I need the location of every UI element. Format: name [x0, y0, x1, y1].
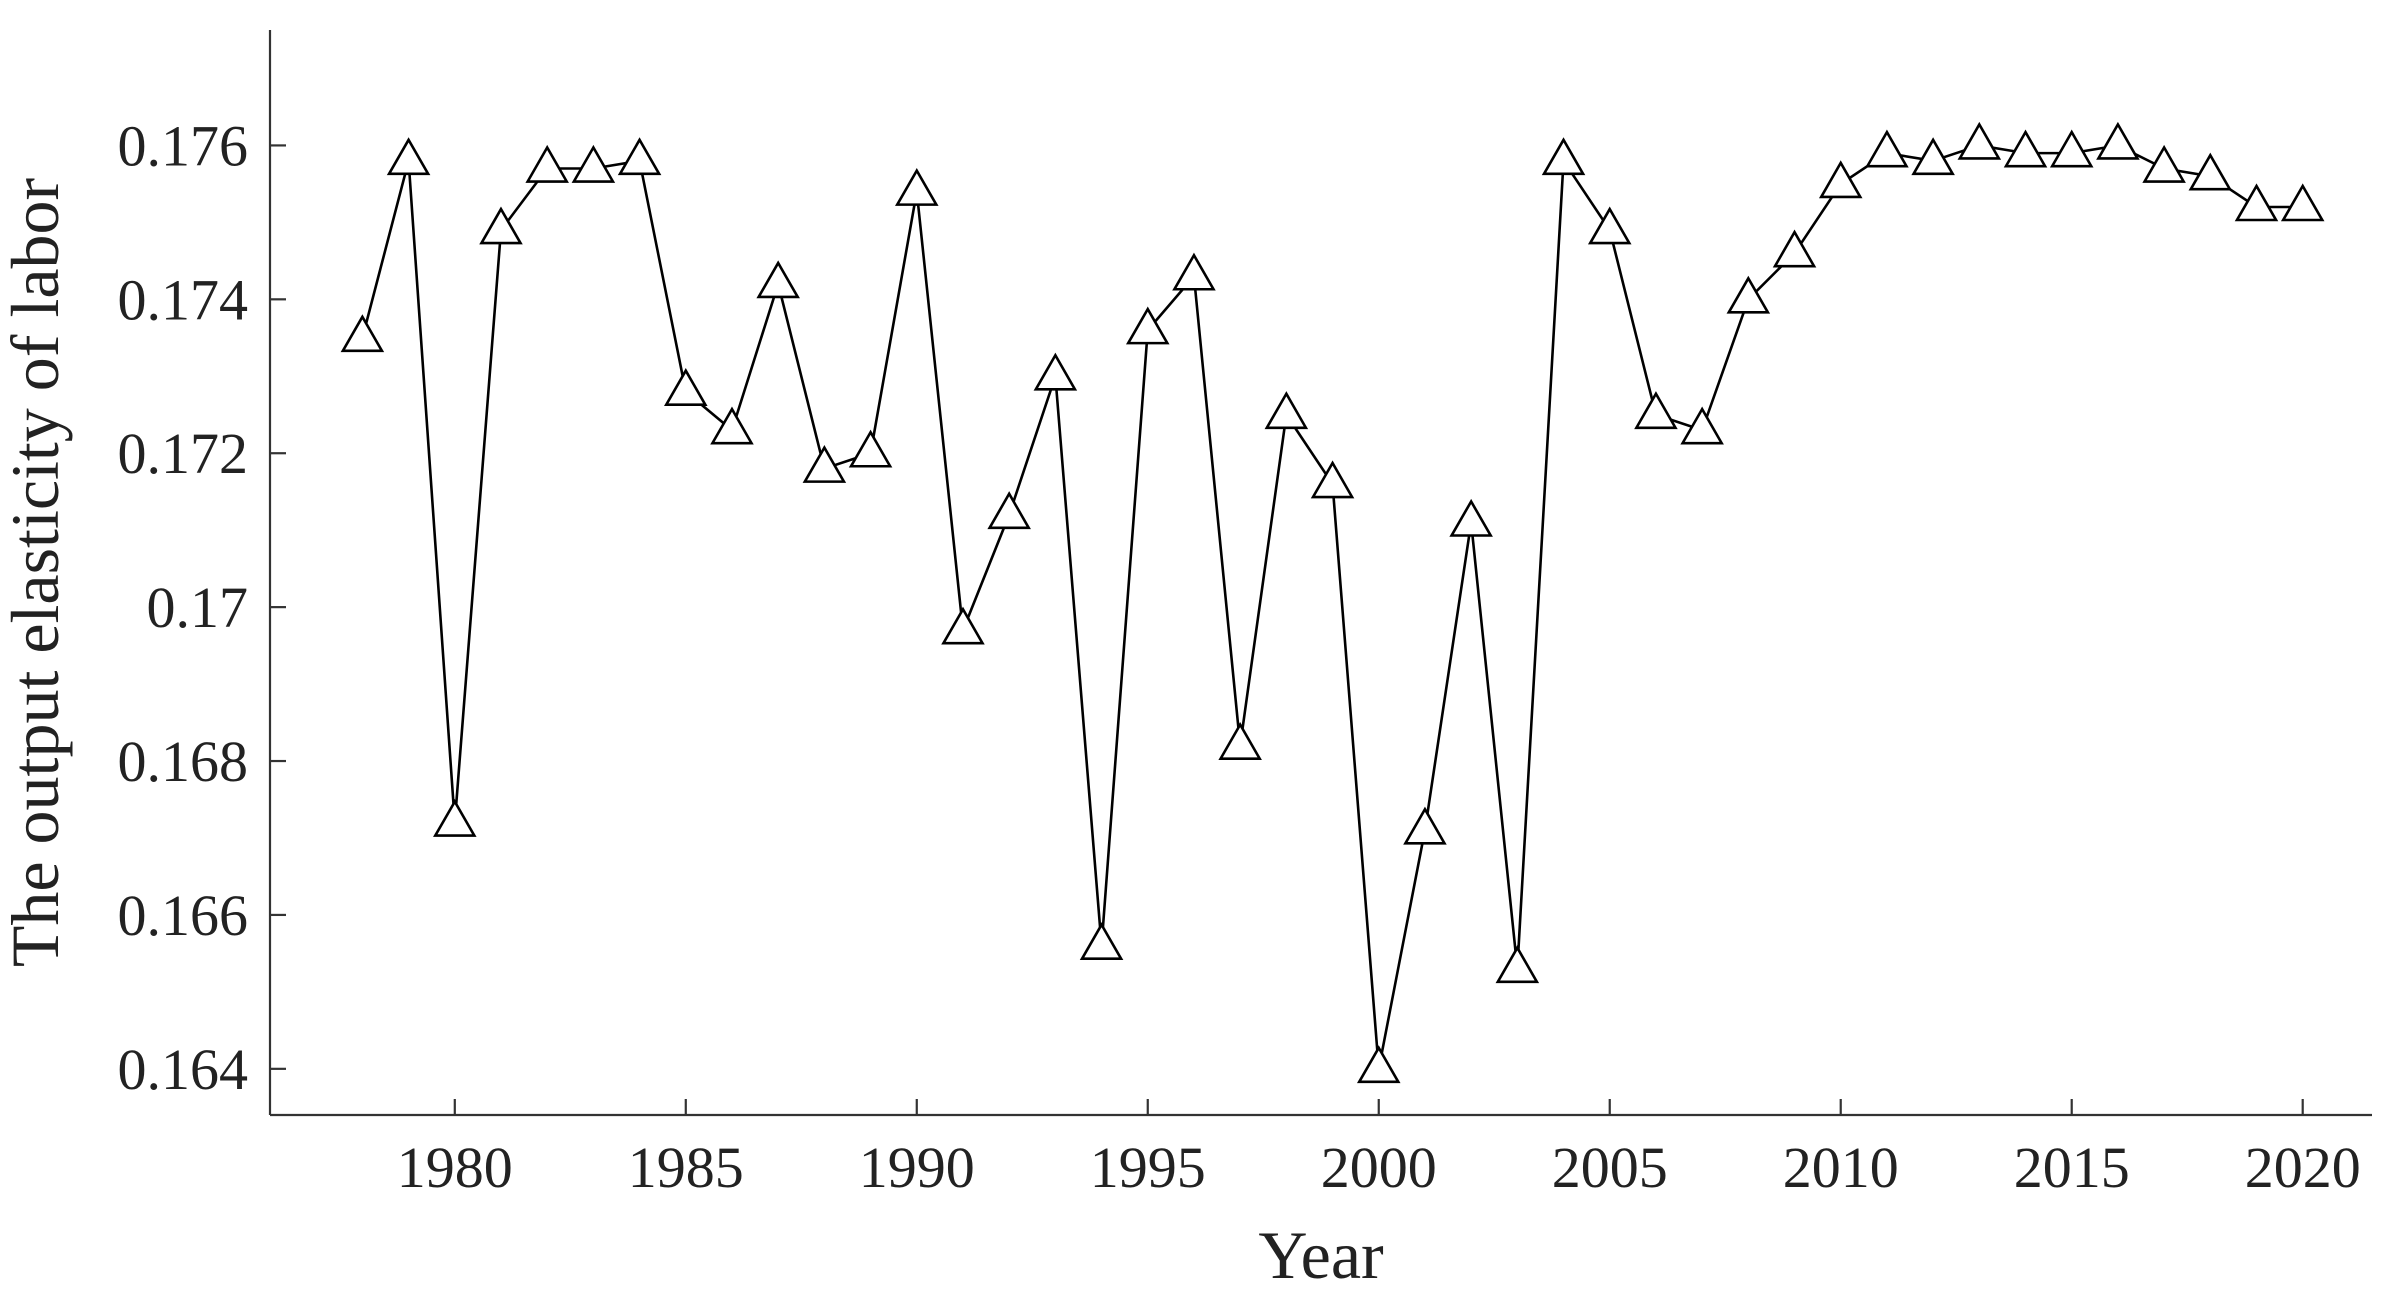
data-point-marker [1449, 498, 1493, 537]
data-point-marker [617, 137, 662, 176]
data-point-marker [1079, 922, 1124, 961]
data-point-marker [1680, 406, 1724, 445]
data-point-marker [1403, 806, 1447, 845]
x-tick-label: 1980 [397, 1135, 513, 1200]
data-point-marker [2280, 183, 2325, 222]
data-point-marker [894, 167, 939, 206]
data-point-marker [1772, 229, 1817, 268]
marker-layer [340, 121, 2325, 1084]
data-point-marker [2003, 129, 2048, 168]
data-point-marker [340, 314, 385, 353]
y-tick-label: 0.168 [118, 729, 249, 794]
y-tick-label: 0.174 [118, 267, 249, 332]
data-point-marker [2096, 121, 2140, 160]
data-point-marker [1125, 306, 1170, 345]
y-tick-label: 0.176 [118, 113, 249, 178]
x-tick-label: 1985 [628, 1135, 744, 1200]
data-point-marker [1033, 352, 1078, 391]
data-point-marker [664, 368, 708, 406]
data-point-marker [571, 144, 616, 183]
x-tick-label: 1990 [859, 1135, 975, 1200]
data-point-marker [1911, 137, 1955, 176]
axis-labels: Year The output elasticity of labor [0, 177, 1384, 1293]
x-tick-label: 2000 [1321, 1135, 1437, 1200]
x-axis-title: Year [1258, 1217, 1384, 1293]
data-point-marker [2142, 144, 2186, 183]
data-point-marker [2234, 183, 2279, 222]
data-point-marker [1172, 252, 1216, 291]
x-tick-label: 2005 [1552, 1135, 1668, 1200]
y-tick-label: 0.17 [147, 575, 249, 640]
data-point-marker [1264, 391, 1309, 430]
data-point-marker [1818, 160, 1863, 199]
data-point-marker [525, 144, 569, 183]
x-tick-label: 1995 [1090, 1135, 1206, 1200]
data-point-marker [802, 445, 847, 483]
y-tick-label: 0.164 [118, 1037, 249, 1102]
series-line [361, 144, 2303, 1070]
data-point-marker [1634, 391, 1678, 430]
data-point-marker [386, 137, 431, 176]
data-point-marker [941, 606, 985, 645]
data-point-marker [2188, 152, 2233, 191]
x-tick-label: 2015 [2014, 1135, 2130, 1200]
data-point-marker [756, 260, 800, 299]
series-layer [361, 144, 2303, 1070]
data-point-marker [1587, 206, 1632, 245]
y-tick-label: 0.172 [118, 421, 249, 486]
x-tick-label: 2020 [2245, 1135, 2361, 1200]
data-point-marker [1310, 460, 1355, 499]
data-point-marker [433, 798, 477, 837]
data-point-marker [1865, 129, 1909, 168]
data-point-marker [848, 429, 893, 468]
data-point-marker [1541, 137, 1586, 176]
data-point-marker [1218, 722, 1262, 760]
y-tick-label: 0.166 [118, 883, 249, 948]
data-point-marker [2049, 129, 2094, 168]
data-point-marker [1495, 945, 1540, 984]
data-point-marker [710, 406, 754, 445]
axes: 1980 1985 1990 1995 2000 2005 2010 2015 2020 0.16… [118, 30, 2372, 1200]
data-point-marker [479, 206, 523, 245]
y-axis-title: The output elasticity of labor [0, 177, 73, 967]
x-tick-label: 2010 [1783, 1135, 1899, 1200]
data-point-marker [987, 491, 1031, 530]
data-point-marker [1726, 275, 1771, 314]
data-point-marker [1957, 121, 2002, 160]
data-point-marker [1356, 1045, 1401, 1084]
